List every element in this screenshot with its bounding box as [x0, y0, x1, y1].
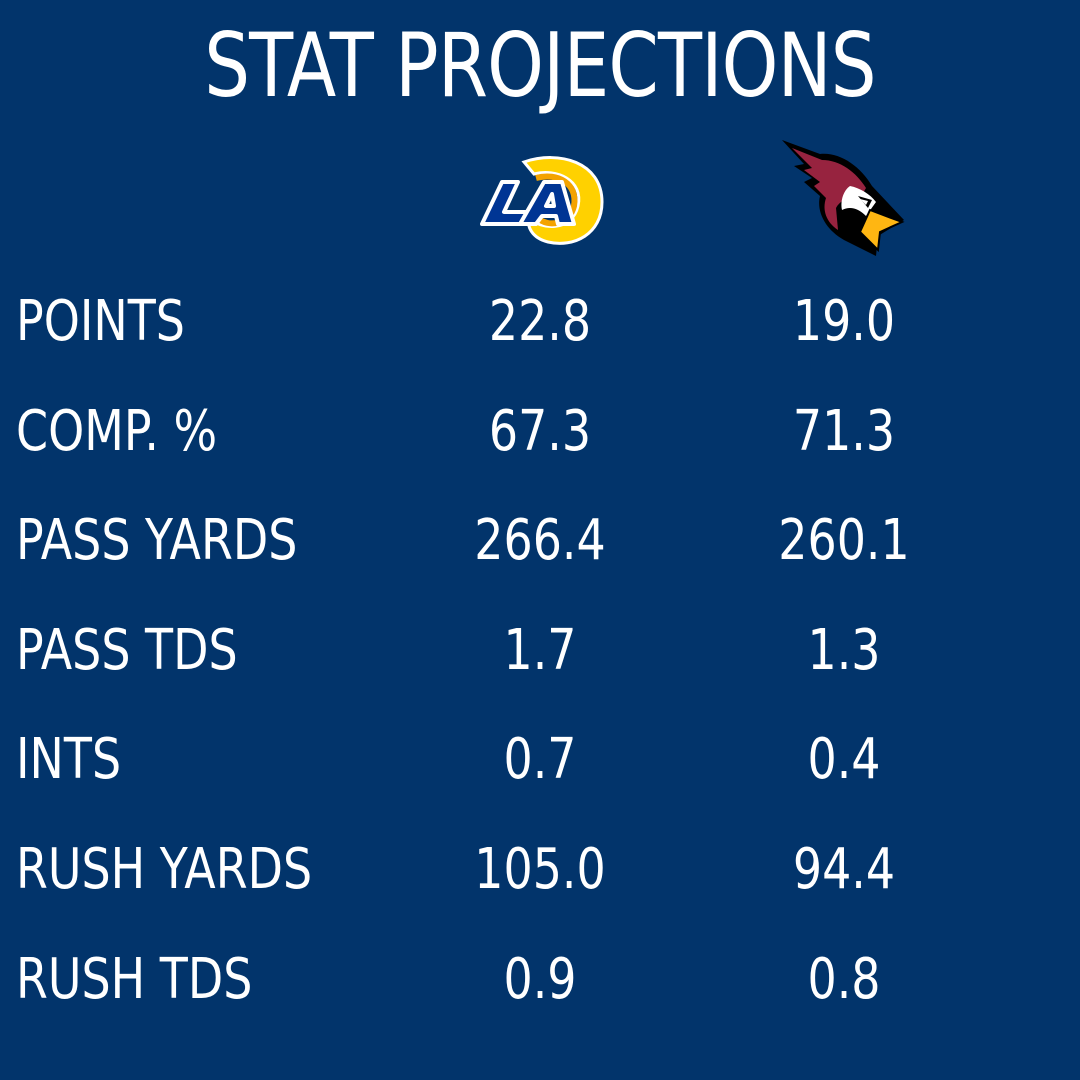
cardinals-value: 1.3	[807, 618, 881, 683]
stat-label: PASS YARDS	[16, 508, 298, 573]
stat-row-pass-tds: PASS TDS 1.7 1.3	[0, 611, 1080, 691]
stat-label: POINTS	[16, 289, 185, 354]
cardinals-value: 94.4	[792, 837, 896, 902]
stat-row-pass-yards: PASS YARDS 266.4 260.1	[0, 501, 1080, 581]
stat-label: RUSH TDS	[16, 947, 253, 1012]
rams-la-logo-icon	[480, 156, 604, 245]
cardinals-value: 260.1	[778, 508, 910, 573]
stat-label: COMP. %	[16, 399, 218, 464]
cardinals-value: 0.4	[807, 727, 881, 792]
page-title: STAT PROJECTIONS	[204, 14, 876, 117]
rams-value: 266.4	[474, 508, 606, 573]
rams-value: 0.7	[503, 727, 577, 792]
cardinals-value: 0.8	[807, 947, 881, 1012]
stat-label: INTS	[16, 727, 122, 792]
stat-row-comp-pct: COMP. % 67.3 71.3	[0, 392, 1080, 472]
stat-label: RUSH YARDS	[16, 837, 313, 902]
stat-row-points: POINTS 22.8 19.0	[0, 282, 1080, 362]
stat-row-rush-tds: RUSH TDS 0.9 0.8	[0, 940, 1080, 1020]
rams-value: 67.3	[488, 399, 592, 464]
rams-value: 0.9	[503, 947, 577, 1012]
stat-row-ints: INTS 0.7 0.4	[0, 720, 1080, 800]
cardinals-value: 19.0	[792, 289, 896, 354]
stat-label: PASS TDS	[16, 618, 238, 683]
rams-value: 1.7	[503, 618, 577, 683]
cardinals-value: 71.3	[792, 399, 896, 464]
rams-value: 105.0	[474, 837, 606, 902]
rams-value: 22.8	[488, 289, 592, 354]
stat-row-rush-yards: RUSH YARDS 105.0 94.4	[0, 830, 1080, 910]
cardinals-logo-icon	[782, 140, 905, 256]
